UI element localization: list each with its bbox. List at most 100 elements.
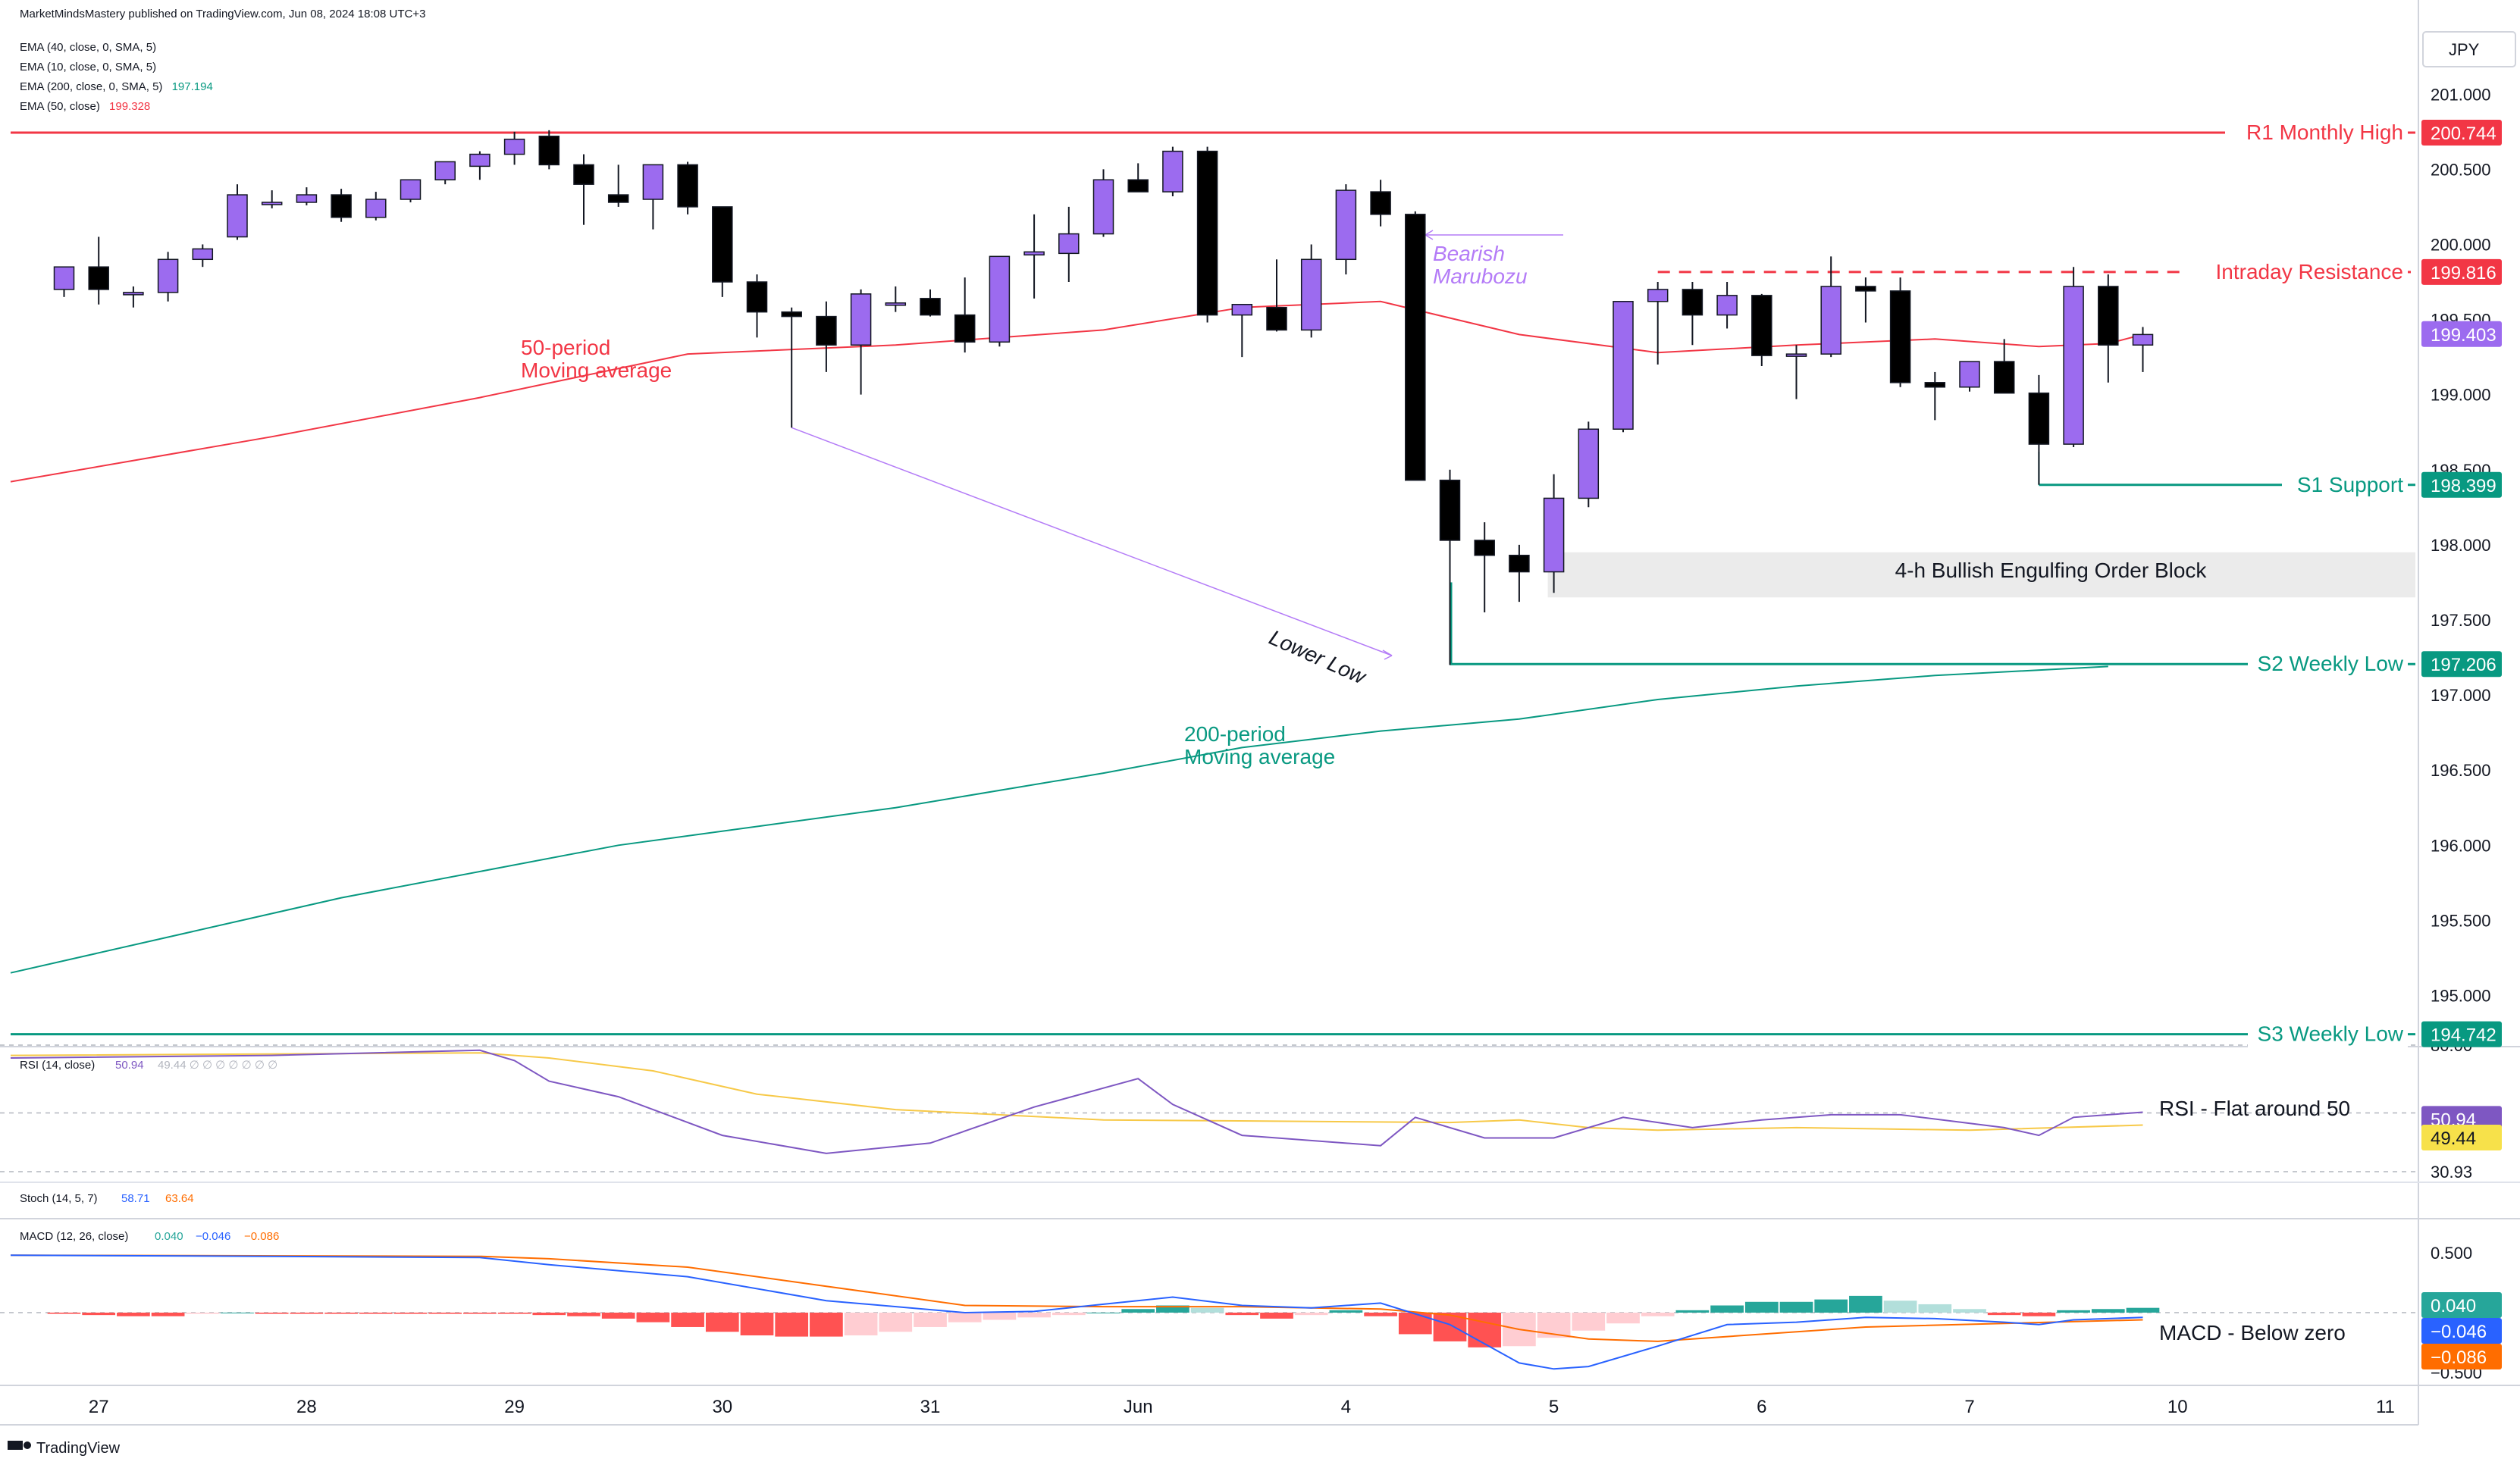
candle[interactable] (1231, 303, 1253, 316)
candle[interactable] (712, 206, 733, 283)
candle[interactable] (123, 292, 144, 296)
candle[interactable] (1993, 361, 2015, 394)
candle[interactable] (781, 311, 802, 318)
rsi-line[interactable] (10, 1049, 2143, 1154)
candle[interactable] (1162, 150, 1183, 192)
candle[interactable] (296, 194, 318, 203)
macd-histogram-bar (324, 1313, 358, 1314)
candle[interactable] (1716, 295, 1738, 316)
level-price-tag-3-bg (2421, 651, 2502, 678)
candle[interactable] (1058, 233, 1080, 255)
legend-ema40-label: EMA (40, close, 0, SMA, 5) (20, 41, 157, 54)
candle[interactable] (434, 161, 456, 180)
candle[interactable] (192, 248, 214, 261)
candle[interactable] (1820, 286, 1841, 355)
macd-line[interactable] (10, 1254, 2143, 1370)
currency-box[interactable]: JPY (2422, 31, 2516, 67)
candle[interactable] (1127, 179, 1149, 192)
candle[interactable] (331, 194, 352, 218)
legend-ema40[interactable]: EMA (40, close, 0, SMA, 5) (20, 41, 156, 54)
level-label-bg-4 (2248, 1020, 2408, 1048)
candle[interactable] (885, 302, 907, 306)
candle[interactable] (1023, 251, 1045, 256)
chart-frame (0, 0, 2520, 1426)
legend-ema200-label: EMA (200, close, 0, SMA, 5) (20, 80, 163, 93)
level-price-tag-2: 198.399 (2431, 476, 2496, 496)
candle[interactable] (920, 298, 941, 316)
candle[interactable] (1647, 289, 1669, 302)
legend-ema10[interactable]: EMA (10, close, 0, SMA, 5) (20, 61, 156, 74)
macd-legend-label: MACD (12, 26, close) (20, 1230, 128, 1243)
candle[interactable] (1682, 289, 1704, 316)
candle[interactable] (1785, 353, 1807, 357)
candle[interactable] (1924, 382, 1946, 388)
candle[interactable] (1266, 306, 1287, 331)
candle[interactable] (2063, 286, 2084, 445)
candle[interactable] (53, 266, 75, 290)
candle[interactable] (677, 164, 698, 208)
candle[interactable] (400, 179, 422, 200)
level-label-4: S3 Weekly Low (2258, 1022, 2404, 1046)
candle[interactable] (261, 202, 283, 205)
candle[interactable] (1405, 214, 1426, 481)
candle[interactable] (503, 138, 525, 155)
order-block-zone[interactable] (1547, 552, 2415, 598)
macd-histogram-bar (1675, 1310, 1710, 1313)
candle[interactable] (1300, 258, 1322, 331)
candle[interactable] (1474, 540, 1495, 556)
candle[interactable] (573, 164, 594, 185)
candle[interactable] (1335, 189, 1357, 261)
ema200-line[interactable] (10, 665, 2108, 974)
candle[interactable] (1578, 428, 1600, 499)
candle[interactable] (1889, 290, 1911, 383)
candle[interactable] (157, 258, 179, 293)
candle[interactable] (1439, 479, 1461, 541)
macd-legend-signal: −0.086 (244, 1230, 279, 1243)
macd-legend-macd: −0.046 (196, 1230, 230, 1243)
candle[interactable] (1613, 301, 1634, 430)
lower-low-trendline[interactable] (791, 427, 1393, 656)
candle[interactable] (2028, 392, 2050, 445)
candle[interactable] (642, 164, 664, 200)
bearish-marubozu-line2: Marubozu (1433, 264, 1528, 288)
candle[interactable] (2132, 333, 2154, 346)
candle[interactable] (1543, 497, 1565, 573)
candle[interactable] (954, 314, 976, 343)
candle[interactable] (1855, 286, 1876, 292)
candle[interactable] (1751, 295, 1772, 356)
candle[interactable] (1370, 191, 1391, 215)
tradingview-logo[interactable]: TradingView (8, 1440, 121, 1457)
candle[interactable] (989, 255, 1011, 343)
currency-label: JPY (2449, 40, 2480, 59)
candle[interactable] (538, 136, 560, 166)
macd-histogram-bar (1190, 1307, 1224, 1313)
candle[interactable] (816, 315, 837, 346)
macd-signal-line[interactable] (10, 1254, 2143, 1342)
candle[interactable] (227, 194, 248, 238)
candle[interactable] (1509, 554, 1530, 573)
candle[interactable] (2098, 286, 2119, 346)
candle[interactable] (1196, 150, 1218, 316)
candle[interactable] (365, 199, 387, 218)
level-label-0: R1 Monthly High (2246, 121, 2403, 144)
macd-histogram-bar (1814, 1299, 1848, 1313)
rsi-annotation: RSI - Flat around 50 (2159, 1097, 2350, 1120)
legend-ema200[interactable]: EMA (200, close, 0, SMA, 5) 197.194 (20, 80, 213, 93)
candle[interactable] (607, 194, 629, 203)
level-price-tag-1-bg (2421, 258, 2502, 285)
candle[interactable] (88, 266, 109, 290)
time-axis-label: 29 (504, 1397, 525, 1417)
candle[interactable] (850, 293, 872, 346)
macd-hist-tag-bg (2421, 1292, 2502, 1318)
candle[interactable] (1959, 361, 1980, 388)
candle[interactable] (469, 153, 491, 167)
level-label-3: S2 Weekly Low (2258, 652, 2404, 675)
level-label-bg-1 (2180, 258, 2408, 286)
macd-histogram-bar (636, 1313, 670, 1322)
tradingview-logo-dot (24, 1441, 31, 1449)
legend-ema50[interactable]: EMA (50, close) 199.328 (20, 100, 150, 113)
candle[interactable] (746, 281, 768, 313)
candle[interactable] (1092, 179, 1114, 235)
rsi-ma-line[interactable] (10, 1052, 2143, 1132)
